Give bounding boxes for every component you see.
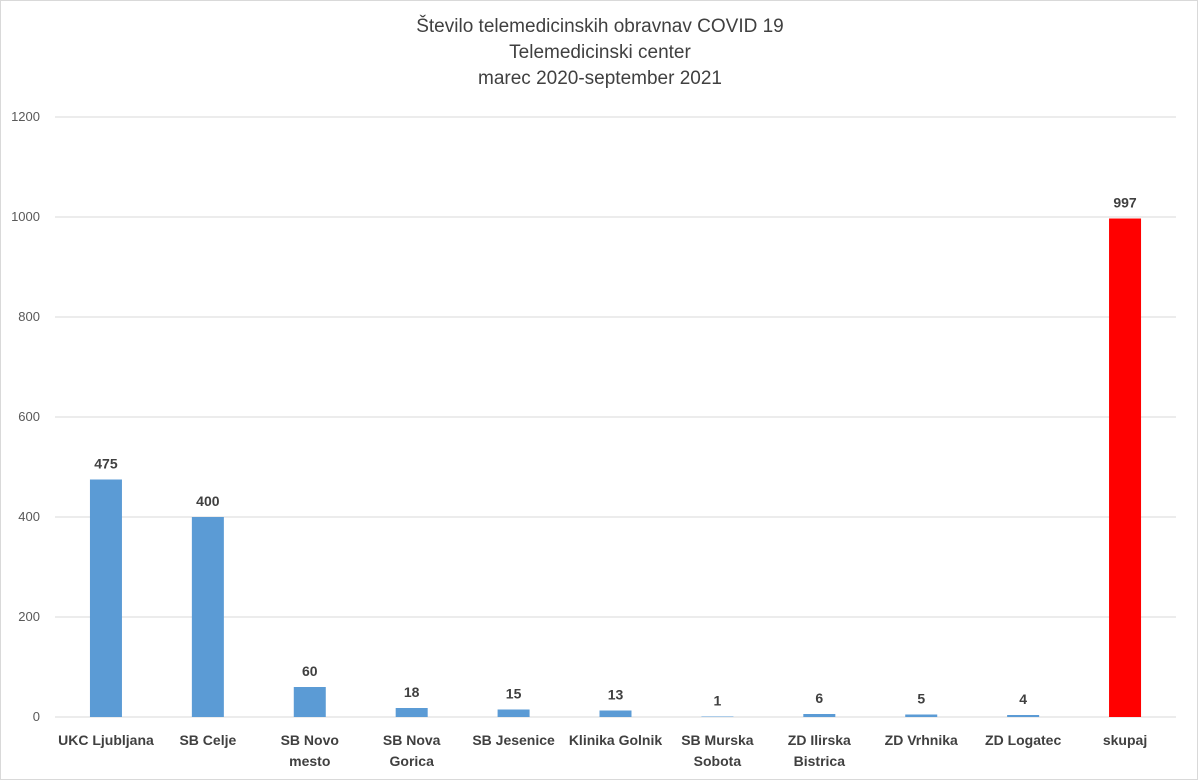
- x-tick-label: ZD Ilirska Bistrica: [788, 732, 851, 769]
- x-tick-label-line: SB Jesenice: [472, 732, 555, 748]
- bar: [599, 710, 632, 717]
- bar: [191, 517, 224, 717]
- x-tick-label: ZD Logatec: [985, 732, 1061, 748]
- x-tick-label-line: SB Novo: [281, 732, 339, 748]
- data-label: 13: [608, 687, 624, 703]
- y-tick-label: 400: [18, 509, 40, 524]
- chart-title-line-1: Število telemedicinskih obravnav COVID 1…: [416, 16, 784, 37]
- x-tick-label: Klinika Golnik: [569, 732, 663, 748]
- bar: [1007, 715, 1040, 717]
- bar: [701, 716, 734, 717]
- chart-title-line-2: Telemedicinski center: [509, 42, 691, 63]
- x-tick-label: SB Celje: [179, 732, 236, 748]
- x-tick-label: SB Murska Sobota: [681, 732, 754, 769]
- data-label: 6: [815, 690, 823, 706]
- data-label: 18: [404, 684, 420, 700]
- y-tick-label: 800: [18, 309, 40, 324]
- chart-title: Število telemedicinskih obravnav COVID 1…: [0, 14, 1200, 92]
- bar: [497, 709, 530, 717]
- y-tick-label: 1200: [11, 109, 40, 124]
- x-tick-label: SB Novo mesto: [281, 732, 339, 769]
- y-tick-label: 600: [18, 409, 40, 424]
- x-tick-label-line: skupaj: [1103, 732, 1147, 748]
- x-tick-label-line: mesto: [289, 753, 330, 769]
- x-tick-label: SB Nova Gorica: [383, 732, 441, 769]
- chart-title-line-3: marec 2020-september 2021: [478, 68, 722, 89]
- data-label: 997: [1113, 195, 1137, 211]
- y-tick-label: 0: [33, 709, 40, 724]
- data-label: 60: [302, 663, 318, 679]
- x-tick-label-line: Klinika Golnik: [569, 732, 663, 748]
- data-label: 4: [1019, 691, 1027, 707]
- data-label: 1: [714, 693, 722, 709]
- data-label: 400: [196, 493, 220, 509]
- x-tick-label: ZD Vrhnika: [885, 732, 958, 748]
- x-tick-label-line: SB Nova: [383, 732, 441, 748]
- data-label: 5: [917, 691, 925, 707]
- bar: [89, 479, 122, 717]
- x-tick-label-line: SB Celje: [179, 732, 236, 748]
- x-tick-label-line: ZD Vrhnika: [885, 732, 958, 748]
- y-tick-label: 1000: [11, 209, 40, 224]
- y-tick-label: 200: [18, 609, 40, 624]
- x-tick-label: skupaj: [1103, 732, 1147, 748]
- x-tick-label: UKC Ljubljana: [58, 732, 154, 748]
- x-tick-label-line: Gorica: [390, 753, 435, 769]
- bar: [803, 714, 836, 717]
- x-tick-label-line: Sobota: [694, 753, 742, 769]
- x-tick-label-line: Bistrica: [794, 753, 846, 769]
- x-tick-label: SB Jesenice: [472, 732, 555, 748]
- bar: [293, 687, 326, 717]
- bar: [1109, 218, 1142, 717]
- x-tick-label-line: SB Murska: [681, 732, 754, 748]
- bar: [905, 714, 938, 717]
- data-label: 15: [506, 686, 522, 702]
- data-label: 475: [94, 456, 118, 472]
- bar: [395, 708, 428, 717]
- x-tick-label-line: ZD Ilirska: [788, 732, 851, 748]
- x-tick-label-line: UKC Ljubljana: [58, 732, 154, 748]
- x-tick-label-line: ZD Logatec: [985, 732, 1061, 748]
